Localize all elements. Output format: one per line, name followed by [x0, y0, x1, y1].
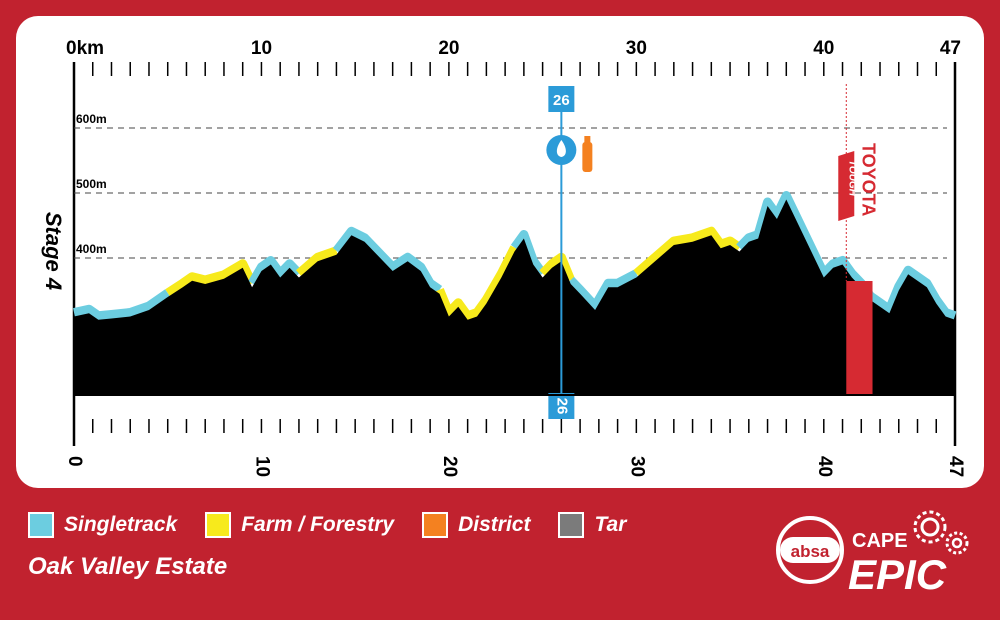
elevation-chart: 600m 500m 400m 0km 10 20 30 40 47 0 10 20 30 40 47 Stag… [41, 38, 966, 477]
surface-segment [539, 252, 575, 282]
venue-name: Oak Valley Estate [28, 553, 228, 580]
x-tick-label-bottom: 30 [626, 456, 647, 477]
x-tick-label-bottom: 47 [945, 456, 966, 477]
x-tick-label-bottom: 10 [251, 456, 272, 477]
x-tick-label-top: 47 [940, 38, 961, 59]
bottle-icon [584, 136, 591, 143]
surface-legend: Singletrack Farm / Forestry District Tar [28, 512, 654, 538]
water-drop-icon [556, 140, 566, 157]
y-tick-label: 500m [76, 177, 107, 191]
legend-item-district: District [422, 512, 530, 538]
water-point-label-bottom: 26 [553, 398, 570, 415]
toyota-label: TOYOTA [858, 143, 878, 216]
bottle-icon [582, 142, 593, 172]
x-tick-label-top: 40 [813, 38, 834, 59]
surface-segment [567, 269, 639, 311]
x-tick-label-top: 0km [66, 38, 104, 59]
water-point-badge-bottom [548, 393, 575, 419]
logo-cape: CAPE [852, 530, 908, 552]
surface-segment [165, 259, 257, 297]
x-tick-label-top: 20 [438, 38, 459, 59]
surface-segment [248, 256, 303, 286]
legend-swatch [558, 512, 585, 538]
y-tick-label: 400m [76, 242, 107, 256]
tough-label: TOUGH [846, 160, 857, 197]
surface-segment [332, 226, 443, 294]
surface-segment [73, 289, 171, 321]
legend-label: Singletrack [64, 513, 178, 536]
gear-icon [913, 510, 969, 555]
x-tick-label-bottom: 40 [814, 456, 835, 477]
absa-logo: absa [776, 516, 844, 584]
cape-epic-logo: absa CAPE EPIC [776, 510, 969, 598]
legend-item-tar: Tar [558, 512, 626, 538]
surface-segment [295, 246, 338, 277]
legend-swatch [205, 512, 232, 538]
elevation-area [74, 199, 955, 395]
legend-label: Farm / Forestry [241, 513, 395, 536]
absa-wordmark: absa [791, 542, 830, 561]
stage-title: Stage 4 [41, 212, 66, 290]
water-point-badge-top [548, 86, 575, 112]
toyota-tough-badge [838, 151, 855, 221]
surface-segment [510, 230, 547, 277]
surface-segment [736, 191, 957, 321]
legend-item-singletrack: Singletrack [28, 512, 177, 538]
legend-swatch [28, 512, 54, 538]
toyota-tough-zone [846, 281, 873, 395]
x-tick-label-top: 10 [251, 38, 272, 59]
water-point-label-top: 26 [553, 92, 570, 109]
legend-item-farm: Farm / Forestry [205, 512, 394, 538]
legend-swatch [422, 512, 449, 538]
x-tick-label-bottom: 20 [439, 456, 460, 477]
logo-epic: EPIC [848, 551, 947, 598]
legend-label: District [458, 513, 531, 536]
legend-label: Tar [594, 513, 627, 536]
x-tick-label-top: 30 [626, 38, 647, 59]
y-tick-label: 600m [76, 112, 107, 126]
profile-panel: 600m 500m 400m 0km 10 20 30 40 47 0 10 20 30 40 47 Stag… [16, 16, 984, 488]
surface-segment [633, 226, 743, 277]
surface-segment [435, 245, 519, 321]
x-tick-label-bottom: 0 [64, 456, 85, 467]
